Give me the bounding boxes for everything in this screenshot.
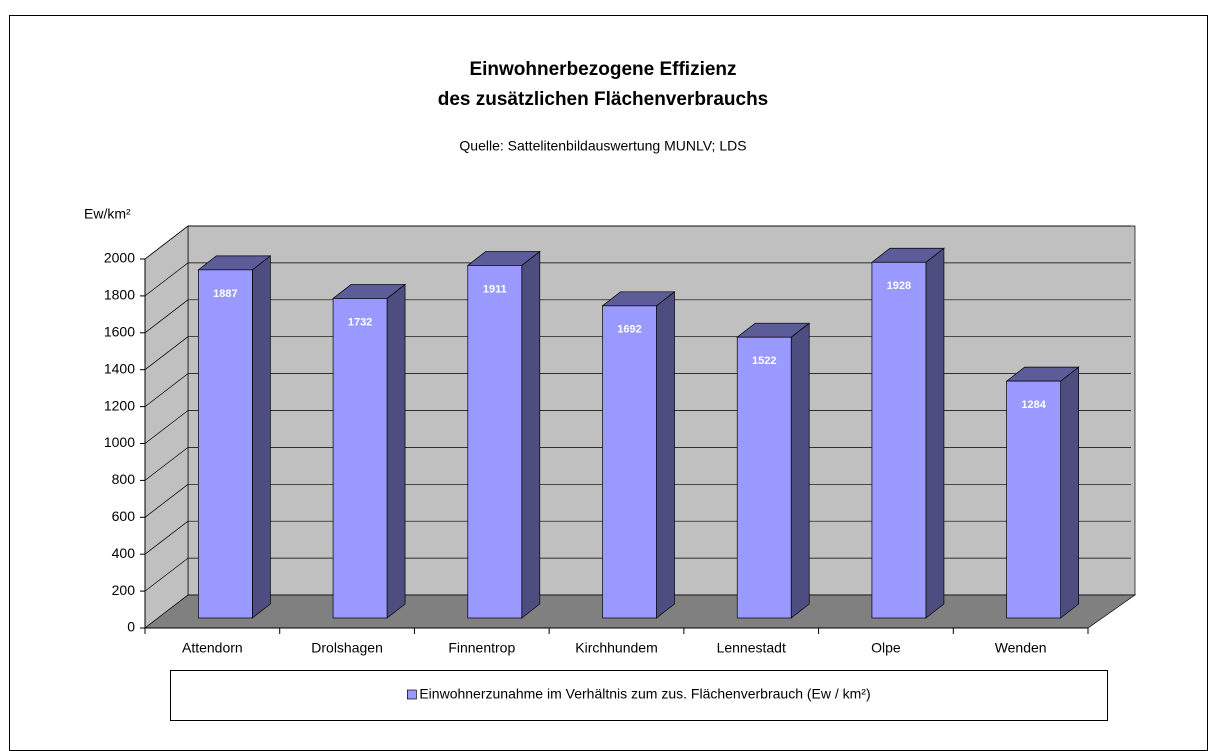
y-tick-label: 1600 xyxy=(104,324,135,340)
y-tick-label: 1800 xyxy=(104,287,135,303)
grid-line xyxy=(144,484,189,518)
legend-label: Einwohnerzunahme im Verhältnis zum zus. … xyxy=(419,686,870,702)
y-tick-label: 2000 xyxy=(104,250,135,266)
x-tick-label: Lennestadt xyxy=(717,640,786,656)
grid-line xyxy=(144,410,189,444)
bar-side xyxy=(656,291,675,619)
chart-subtitle: Quelle: Sattelitenbildauswertung MUNLV; … xyxy=(459,138,746,154)
bar xyxy=(332,298,388,619)
bar xyxy=(602,305,657,619)
y-tick-label: 1400 xyxy=(104,360,135,376)
data-label: 1911 xyxy=(483,283,507,295)
chart-title: Einwohnerbezogene Effizienz xyxy=(469,59,736,80)
y-tick-label: 400 xyxy=(112,545,136,561)
bar-side xyxy=(790,322,810,619)
grid-line xyxy=(144,373,189,407)
x-tick-label: Kirchhundem xyxy=(575,640,658,656)
bar-side xyxy=(521,250,541,619)
grid-line xyxy=(144,299,189,334)
bar xyxy=(871,261,927,619)
y-tick-label: 800 xyxy=(112,471,136,487)
x-tick-label: Olpe xyxy=(871,640,901,656)
bar-side xyxy=(925,247,945,619)
bar xyxy=(467,265,523,619)
y-tick-label: 0 xyxy=(127,619,135,635)
y-tick-label: 200 xyxy=(112,582,136,598)
data-label: 1692 xyxy=(617,324,641,336)
bar-side xyxy=(1060,366,1079,619)
bar xyxy=(198,269,253,619)
y-tick-label: 1000 xyxy=(104,434,135,450)
grid-line xyxy=(144,225,189,260)
legend xyxy=(170,670,1108,721)
y-axis-label: Ew/km² xyxy=(84,206,131,222)
legend-swatch xyxy=(407,689,417,700)
grid-line xyxy=(144,262,189,297)
data-label: 1928 xyxy=(887,280,911,292)
y-tick-label: 600 xyxy=(112,508,136,524)
x-tick-label: Finnentrop xyxy=(448,640,515,656)
bar xyxy=(1006,380,1061,619)
x-tick-label: Attendorn xyxy=(182,640,243,656)
x-tick-label: Drolshagen xyxy=(311,640,383,656)
grid-line xyxy=(144,447,189,481)
data-label: 1887 xyxy=(213,288,237,300)
grid-line xyxy=(144,557,189,592)
chart-title: des zusätzlichen Flächenverbrauchs xyxy=(438,89,769,110)
x-tick-label: Wenden xyxy=(995,640,1047,656)
grid-line xyxy=(144,336,189,370)
grid-line xyxy=(144,520,189,555)
bar-side xyxy=(386,283,406,619)
bar xyxy=(736,336,792,619)
data-label: 1284 xyxy=(1021,399,1046,411)
data-label: 1522 xyxy=(752,355,776,367)
y-tick-label: 1200 xyxy=(104,397,135,413)
data-label: 1732 xyxy=(348,316,372,328)
bar-side xyxy=(252,255,271,619)
